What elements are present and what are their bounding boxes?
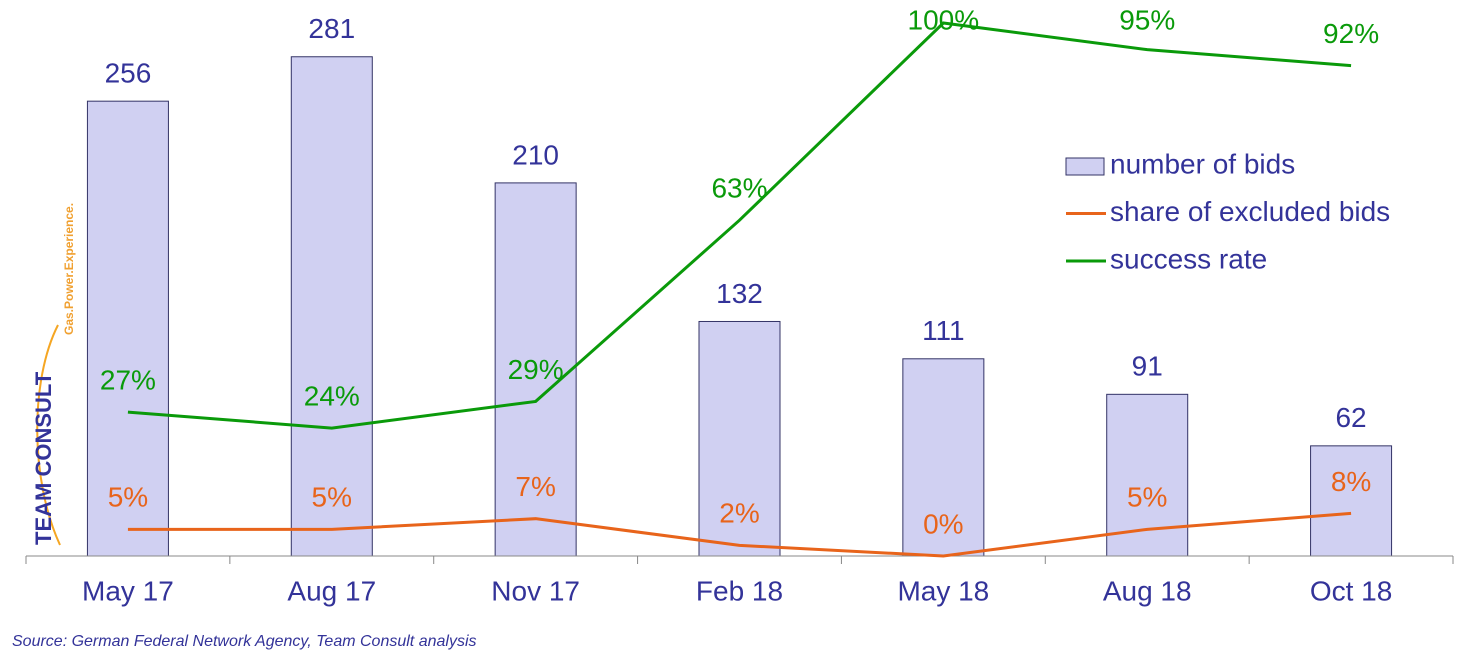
bar-value-label: 62 xyxy=(1335,402,1366,433)
legend-label: share of excluded bids xyxy=(1110,196,1390,227)
bar-value-label: 111 xyxy=(922,315,965,346)
bar xyxy=(1310,445,1393,557)
logo-arc xyxy=(36,324,61,546)
bar xyxy=(902,358,985,557)
bar xyxy=(290,56,373,557)
line-value-label: 2% xyxy=(719,498,759,529)
bar-value-label: 132 xyxy=(716,278,763,309)
logo-tagline: Gas.Power.Experience. xyxy=(62,203,76,335)
x-tick-label: May 18 xyxy=(897,575,989,606)
line xyxy=(127,511,1352,558)
x-tick-label: Nov 17 xyxy=(491,575,580,606)
legend-swatch xyxy=(1065,157,1105,176)
line xyxy=(127,21,1352,430)
bar xyxy=(698,320,781,557)
line-value-label: 5% xyxy=(108,482,148,513)
line-value-label: 92% xyxy=(1323,18,1379,49)
logo-name: TEAM CONSULT xyxy=(31,371,56,545)
line-value-label: 8% xyxy=(1331,466,1371,497)
line-value-label: 5% xyxy=(312,482,352,513)
bar-value-label: 256 xyxy=(105,58,152,89)
line-value-label: 24% xyxy=(304,380,360,411)
line-value-label: 27% xyxy=(100,364,156,395)
line-value-label: 63% xyxy=(711,173,767,204)
x-tick-label: Aug 18 xyxy=(1103,575,1192,606)
legend-label: success rate xyxy=(1110,243,1267,274)
legend-label: number of bids xyxy=(1110,148,1295,179)
line-value-label: 0% xyxy=(923,508,963,539)
line-value-label: 5% xyxy=(1127,482,1167,513)
line-value-label: 7% xyxy=(515,471,555,502)
x-tick-label: May 17 xyxy=(82,575,174,606)
source-note: Source: German Federal Network Agency, T… xyxy=(12,633,477,650)
line-value-label: 29% xyxy=(508,354,564,385)
x-tick-label: Oct 18 xyxy=(1310,575,1392,606)
bar-value-label: 281 xyxy=(308,13,355,44)
x-tick-label: Aug 17 xyxy=(287,575,376,606)
x-tick-label: Feb 18 xyxy=(696,575,783,606)
line-value-label: 95% xyxy=(1119,4,1175,35)
bar-value-label: 91 xyxy=(1132,351,1163,382)
line-value-label: 100% xyxy=(908,4,980,35)
bar-value-label: 210 xyxy=(512,139,559,170)
